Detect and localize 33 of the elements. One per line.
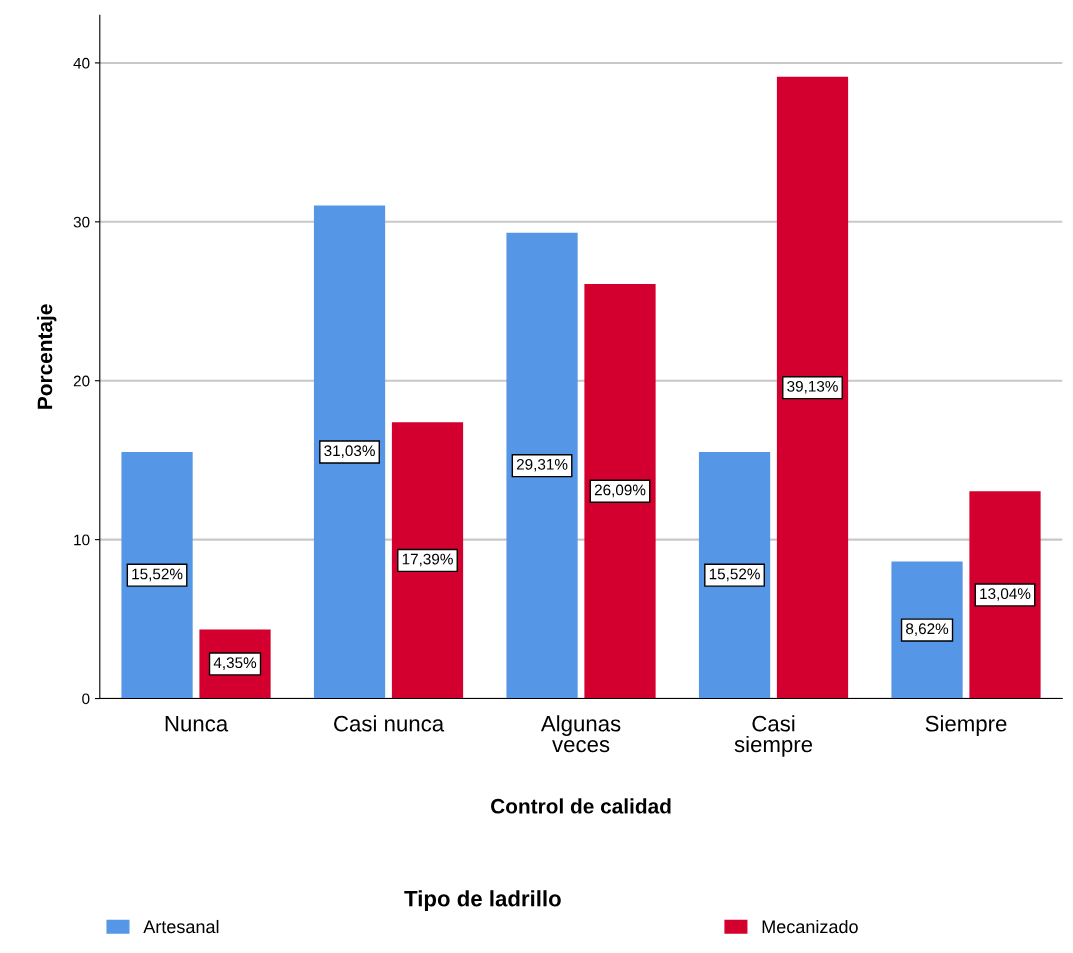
data-label: 39,13% — [787, 380, 838, 394]
bar — [969, 491, 1041, 699]
y-tick-label: 0 — [82, 693, 90, 705]
bar — [313, 205, 386, 699]
legend-title: Tipo de ladrillo — [404, 890, 561, 911]
x-tick-label: Casi nunca — [334, 715, 445, 732]
bar — [391, 422, 464, 699]
data-label: 8,62% — [906, 623, 949, 636]
data-label: 15,52% — [709, 568, 760, 582]
y-tick-label: 20 — [73, 375, 90, 387]
data-label: 31,03% — [324, 445, 375, 458]
y-axis-title: Porcentaje — [36, 304, 57, 409]
bar — [776, 76, 849, 699]
data-label: 29,31% — [516, 458, 568, 472]
data-label: 13,04% — [980, 588, 1031, 601]
bar — [584, 283, 656, 699]
bar — [506, 232, 578, 699]
legend-label: Mecanizado — [762, 919, 858, 934]
data-label: 15,52% — [132, 568, 183, 582]
y-tick-label: 10 — [74, 534, 90, 546]
data-label: 26,09% — [594, 484, 646, 498]
x-tick-label: Siempre — [925, 715, 1007, 736]
x-tick-label: Casi siempre — [734, 715, 813, 757]
x-tick-label: Nunca — [165, 716, 229, 732]
legend-label: Artesanal — [143, 919, 219, 934]
bar — [698, 451, 771, 699]
data-label: 4,35% — [213, 657, 257, 670]
data-label: 17,39% — [402, 553, 453, 567]
x-tick-label: Algunas veces — [540, 715, 621, 753]
x-axis-title: Control de calidad — [491, 798, 671, 814]
bar — [121, 451, 193, 699]
y-tick-label: 40 — [73, 57, 90, 69]
y-tick-label: 30 — [73, 216, 90, 228]
